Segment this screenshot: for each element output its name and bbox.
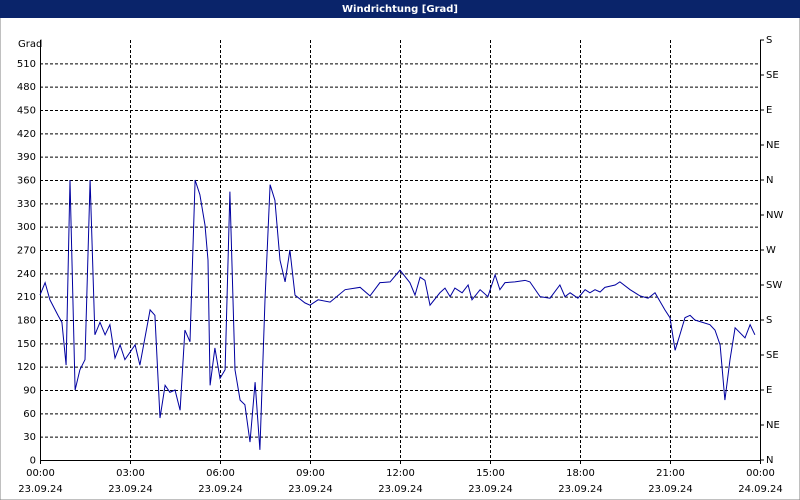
x-tick-date: 23.09.24 xyxy=(18,484,63,495)
y-tick-label: 120 xyxy=(17,362,36,373)
y2-tick-label: E xyxy=(766,385,772,396)
y-tick-label: 150 xyxy=(17,339,36,350)
y-tick-label: 450 xyxy=(17,106,36,117)
y-tick-label: 510 xyxy=(17,59,36,70)
y2-tick-label: N xyxy=(766,455,773,466)
x-tick-date: 23.09.24 xyxy=(468,484,513,495)
x-tick-date: 23.09.24 xyxy=(648,484,693,495)
y2-tick-label: E xyxy=(766,105,772,116)
x-tick-label: 00:00 xyxy=(26,468,55,479)
y2-tick-label: NW xyxy=(766,210,783,221)
y2-tick-label: S xyxy=(766,35,772,46)
y2-tick-label: W xyxy=(766,245,776,256)
x-tick-label: 21:00 xyxy=(656,468,685,479)
x-tick-date: 23.09.24 xyxy=(558,484,603,495)
y2-tick-label: SE xyxy=(766,350,779,361)
x-tick-date: 24.09.24 xyxy=(738,484,783,495)
title-bar xyxy=(0,0,800,18)
x-tick-date: 23.09.24 xyxy=(288,484,333,495)
x-tick-date: 23.09.24 xyxy=(198,484,243,495)
x-tick-label: 15:00 xyxy=(476,468,505,479)
y-tick-label: 480 xyxy=(17,82,36,93)
y-tick-label: 60 xyxy=(23,409,36,420)
x-tick-label: 03:00 xyxy=(116,468,145,479)
x-tick-label: 06:00 xyxy=(206,468,235,479)
y-tick-label: 390 xyxy=(17,152,36,163)
y-tick-label: 420 xyxy=(17,129,36,140)
y-tick-label: 210 xyxy=(17,292,36,303)
y2-tick-label: SE xyxy=(766,70,779,81)
x-tick-label: 18:00 xyxy=(566,468,595,479)
y2-tick-label: N xyxy=(766,175,773,186)
y-tick-label: 240 xyxy=(17,269,36,280)
y-tick-label: 30 xyxy=(23,432,36,443)
y2-tick-label: S xyxy=(766,315,772,326)
y-tick-label: 360 xyxy=(17,176,36,187)
y2-tick-label: NE xyxy=(766,140,780,151)
y2-tick-label: NE xyxy=(766,420,780,431)
y-tick-label: 0 xyxy=(30,456,36,467)
y2-tick-label: SW xyxy=(766,280,782,291)
y-tick-label: 180 xyxy=(17,316,36,327)
x-tick-date: 23.09.24 xyxy=(378,484,423,495)
x-tick-label: 00:00 xyxy=(746,468,775,479)
x-tick-label: 09:00 xyxy=(296,468,325,479)
x-tick-label: 12:00 xyxy=(386,468,415,479)
y-tick-label: 90 xyxy=(23,386,36,397)
y-tick-label: 270 xyxy=(17,246,36,257)
data-line xyxy=(39,179,756,450)
y-tick-label: 330 xyxy=(17,199,36,210)
y-axis-label: Grad xyxy=(18,39,42,50)
x-tick-date: 23.09.24 xyxy=(108,484,153,495)
chart-title: Windrichtung [Grad] xyxy=(342,4,458,15)
y-tick-label: 300 xyxy=(17,222,36,233)
